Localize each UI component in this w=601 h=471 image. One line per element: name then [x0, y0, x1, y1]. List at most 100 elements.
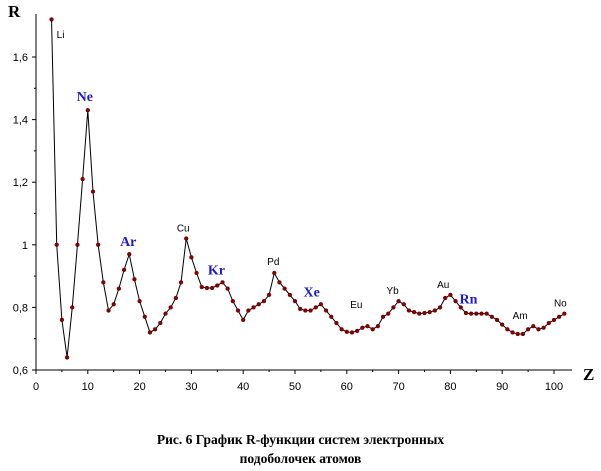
axes: 0 10 20 30 40 50 60 70 80 90 100 0,6 0,8 1 1,2 1,4 1,6 R Z — [8, 2, 594, 393]
data-point — [111, 302, 116, 307]
data-point — [500, 322, 505, 327]
data-point — [215, 283, 220, 288]
data-point — [246, 308, 251, 313]
data-point — [256, 302, 261, 307]
data-point — [453, 298, 458, 304]
data-point — [147, 330, 153, 335]
data-point — [163, 311, 168, 316]
element-label-rn: Rn — [460, 293, 478, 308]
x-tick-label: 70 — [392, 381, 404, 393]
data-point — [432, 308, 438, 313]
data-point — [520, 331, 526, 337]
data-point — [375, 324, 381, 329]
data-point — [525, 327, 531, 332]
data-point — [241, 317, 246, 323]
x-tick-label: 60 — [341, 381, 353, 393]
data-point — [70, 305, 75, 310]
y-axis-label: R — [8, 2, 21, 21]
data-point — [443, 295, 448, 301]
x-tick-label: 20 — [133, 381, 145, 393]
element-label-pd: Pd — [267, 257, 279, 268]
x-tick-label: 30 — [185, 381, 197, 393]
data-point — [494, 317, 500, 323]
data-point — [551, 317, 557, 323]
data-point — [152, 327, 158, 332]
data-point — [272, 270, 277, 276]
series-line — [51, 19, 565, 358]
data-point — [184, 236, 189, 241]
data-point — [127, 252, 132, 257]
data-point — [344, 329, 349, 334]
caption-line-2: подоболочек атомов — [239, 451, 362, 466]
y-tick-label: 1,4 — [13, 115, 28, 127]
data-point — [474, 311, 479, 316]
x-tick-label: 40 — [237, 381, 249, 393]
data-point — [323, 308, 329, 313]
element-label-kr: Kr — [208, 263, 225, 278]
element-label-am: Am — [513, 311, 528, 322]
data-point — [536, 327, 541, 332]
data-point — [365, 324, 370, 329]
data-point — [292, 298, 298, 304]
data-point — [531, 324, 536, 329]
data-point — [121, 267, 127, 272]
data-point — [313, 305, 318, 310]
y-tick-label: 1,2 — [13, 177, 28, 189]
data-point — [137, 298, 142, 304]
y-tick-label: 1 — [22, 240, 28, 252]
data-point — [199, 284, 204, 290]
figure-caption: Рис. 6 График R-функции систем электронн… — [0, 430, 601, 468]
data-point — [360, 325, 365, 330]
element-label-cu: Cu — [177, 224, 190, 235]
data-point — [489, 314, 494, 319]
data-point — [173, 295, 179, 301]
data-point — [75, 242, 80, 247]
element-label-eu: Eu — [350, 300, 362, 311]
data-point — [401, 302, 406, 307]
data-point — [386, 311, 391, 316]
caption-line-1: Рис. 6 График R-функции систем электронн… — [156, 432, 445, 447]
x-tick-label: 90 — [496, 381, 508, 393]
data-point — [505, 327, 510, 332]
data-point — [220, 280, 225, 285]
y-tick-label: 1,6 — [13, 52, 28, 64]
data-point — [303, 308, 308, 313]
data-point — [463, 310, 469, 316]
data-point — [225, 286, 230, 291]
data-point — [189, 255, 194, 260]
data-point — [562, 311, 567, 316]
data-point — [101, 280, 106, 285]
data-point — [251, 305, 256, 310]
data-point — [80, 176, 85, 182]
data-point — [448, 292, 453, 298]
data-point — [318, 302, 324, 307]
data-point — [116, 286, 122, 291]
element-label-ar: Ar — [120, 235, 136, 250]
data-point — [298, 306, 303, 312]
data-point — [158, 320, 163, 326]
x-tick-label: 10 — [82, 381, 94, 393]
data-point — [370, 327, 375, 332]
data-point — [380, 314, 386, 319]
data-point — [230, 298, 235, 304]
data-point — [510, 330, 515, 335]
data-point — [329, 314, 334, 319]
data-point — [178, 280, 184, 285]
element-label-au: Au — [437, 280, 449, 291]
data-point — [484, 311, 489, 316]
element-labels: Li Ne Ar Cu Kr Pd Xe Eu Yb Au Rn Am No — [57, 30, 568, 322]
data-point — [479, 311, 484, 316]
element-label-xe: Xe — [304, 285, 320, 300]
data-point — [458, 305, 463, 310]
data-point — [106, 308, 111, 313]
element-label-ne: Ne — [77, 90, 93, 105]
data-point — [132, 277, 137, 282]
data-point — [96, 242, 101, 247]
y-tick-label: 0,8 — [13, 302, 28, 314]
data-point — [339, 327, 344, 332]
x-axis-label: Z — [583, 365, 594, 384]
data-point — [427, 309, 432, 315]
data-point — [266, 292, 272, 298]
data-point — [355, 328, 360, 334]
data-point — [54, 242, 59, 247]
